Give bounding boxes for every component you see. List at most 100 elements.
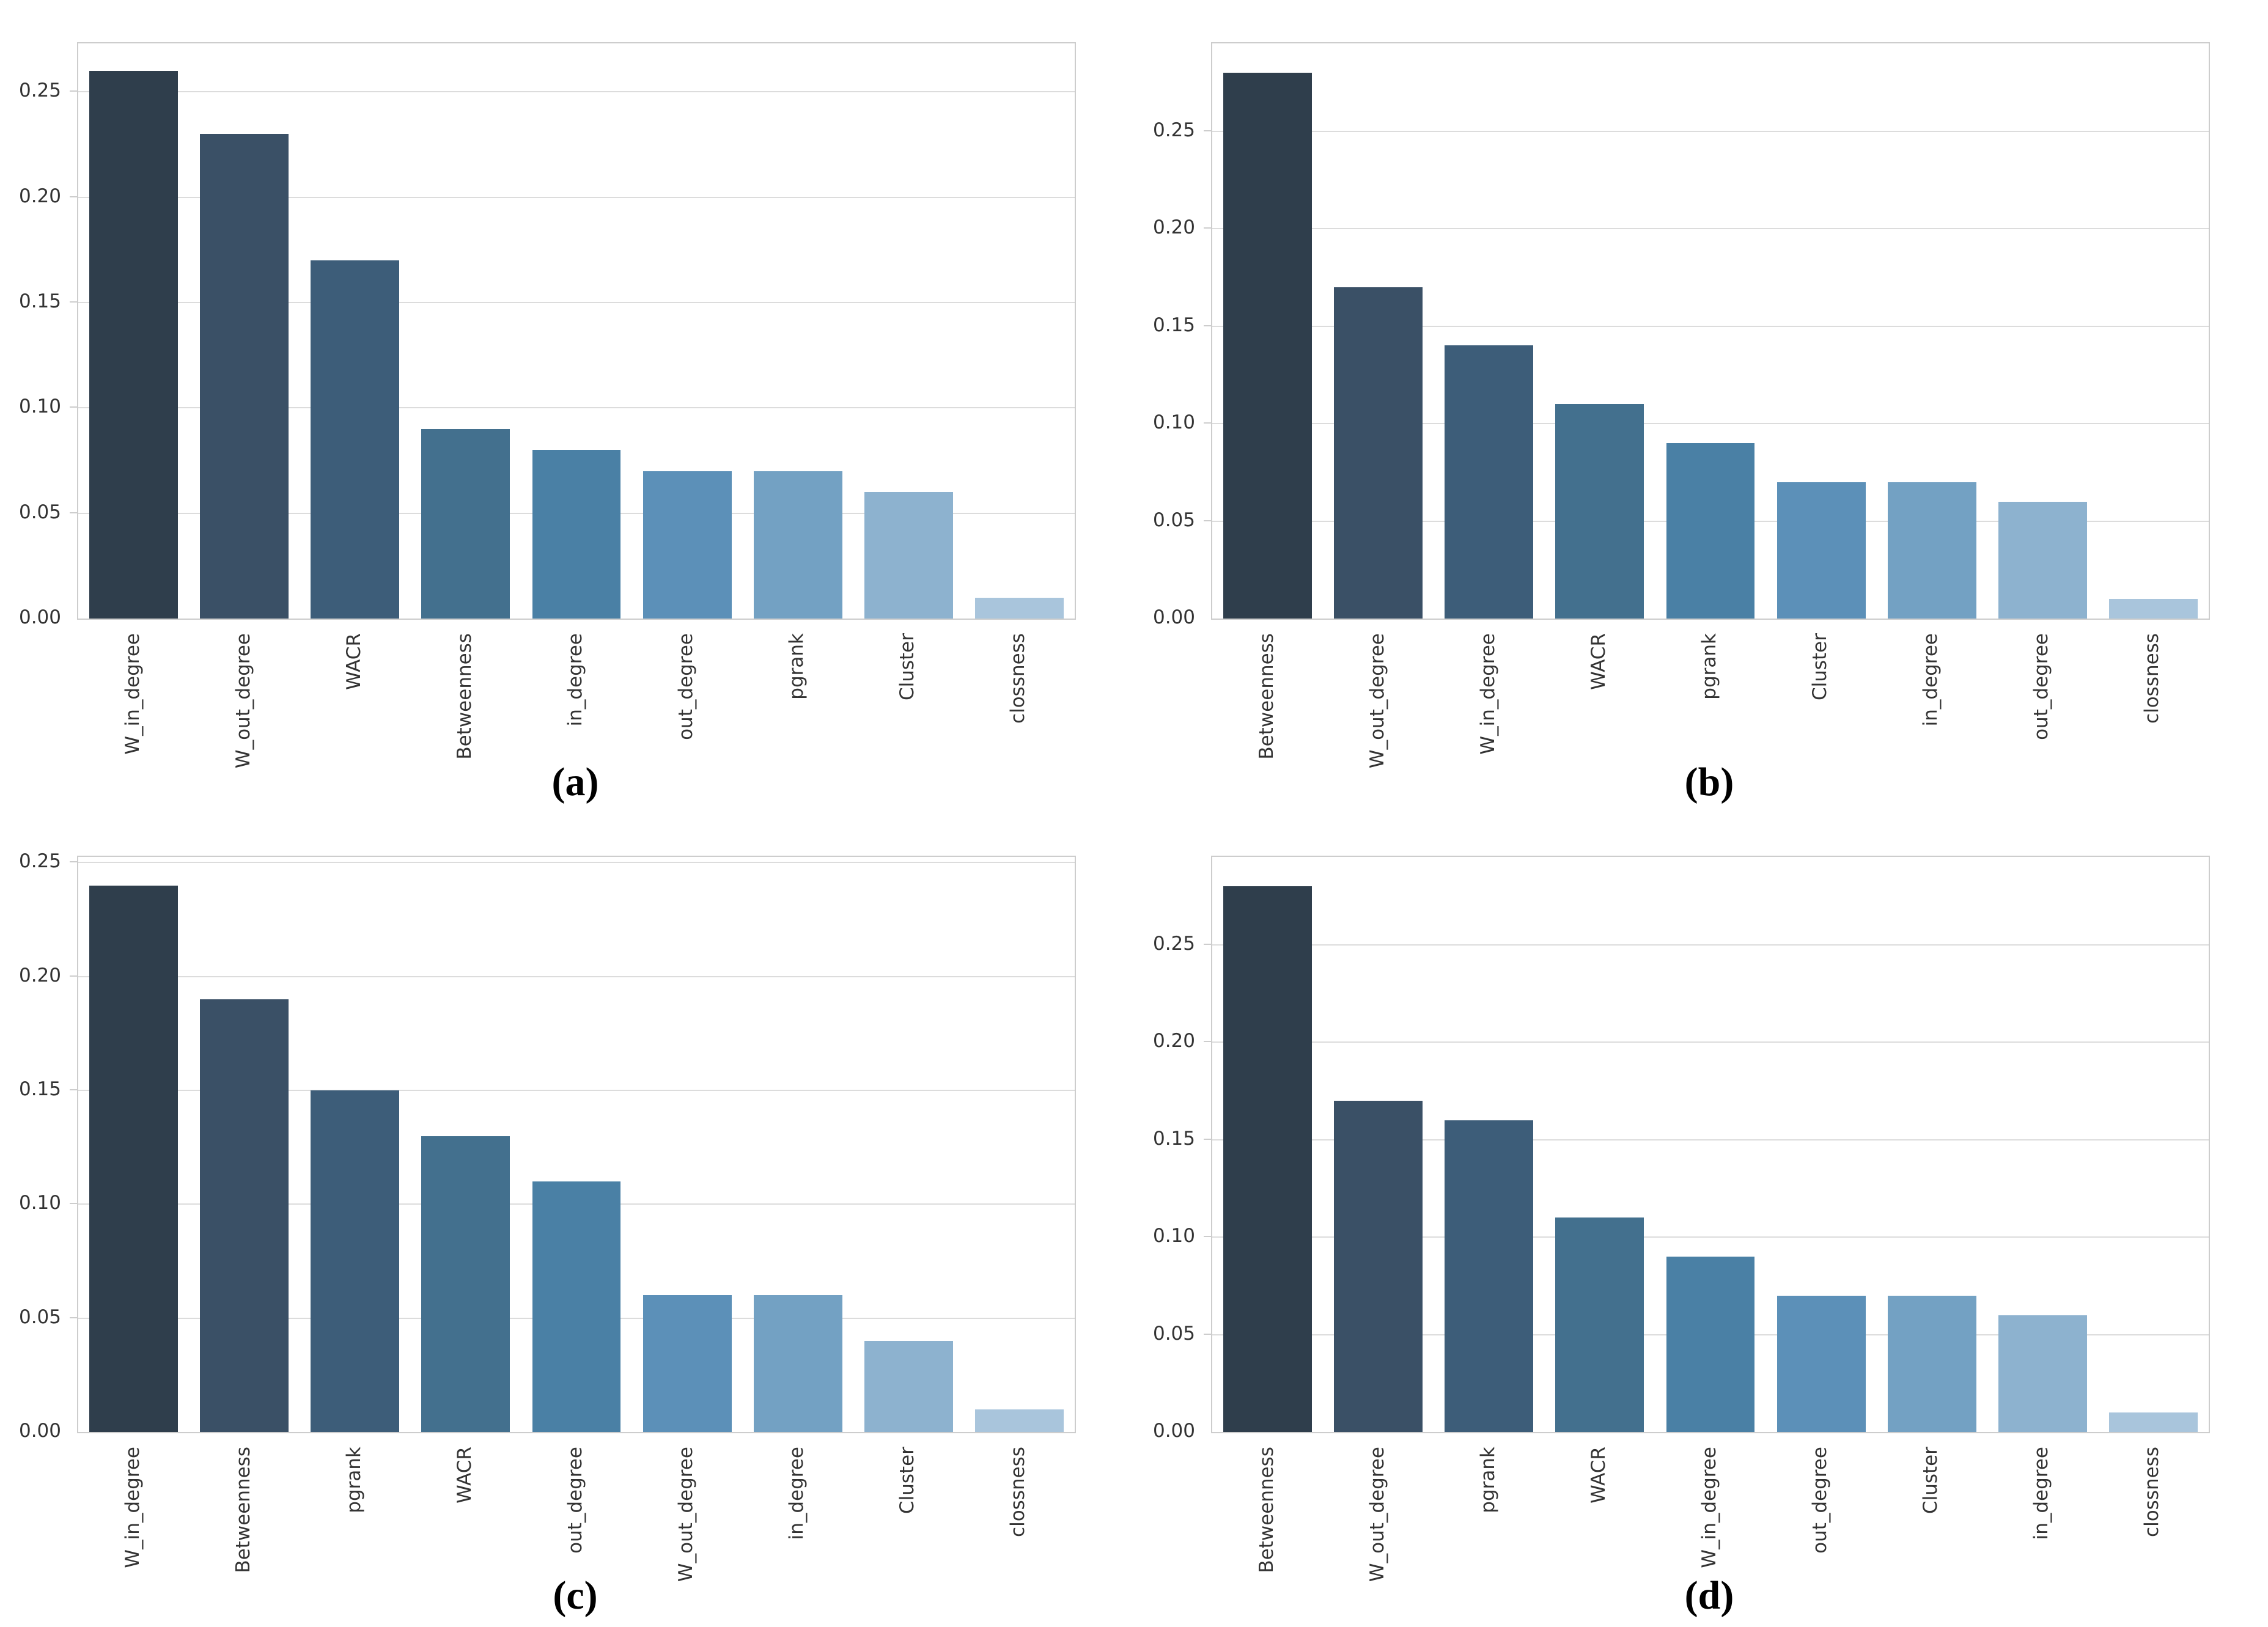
y-tick-mark <box>1204 943 1211 945</box>
y-tick-label: 0.05 <box>18 501 61 523</box>
bar-WACR <box>1555 404 1644 619</box>
y-gridline <box>1212 944 2209 946</box>
chart-d-plot-area <box>1211 856 2210 1433</box>
bar-WACR <box>421 1136 510 1432</box>
bar-Cluster <box>864 492 953 619</box>
y-gridline <box>1212 130 2209 132</box>
y-tick-label: 0.25 <box>18 850 61 873</box>
bar-W_in_degree <box>89 885 178 1432</box>
y-tick-mark <box>70 861 77 863</box>
y-tick-label: 0.25 <box>1152 119 1195 141</box>
y-tick-label: 0.25 <box>1152 932 1195 955</box>
y-tick-label: 0.10 <box>1152 411 1195 434</box>
bar-W_out_degree <box>1334 1100 1423 1432</box>
chart-b-plot-area <box>1211 42 2210 620</box>
chart-a-plot-area <box>77 42 1076 620</box>
y-tick-mark <box>1204 130 1211 131</box>
y-gridline <box>1212 423 2209 425</box>
x-tick-label: Betweenness <box>232 1447 254 1573</box>
bar-clossness <box>2109 1412 2198 1432</box>
y-gridline <box>78 407 1075 409</box>
x-tick-label: out_degree <box>1809 1447 1832 1554</box>
bar-in_degree <box>753 1295 842 1432</box>
y-gridline <box>1212 1139 2209 1140</box>
bar-Betweenness <box>1223 886 1312 1432</box>
x-tick-label: in_degree <box>2030 1447 2053 1540</box>
bar-Cluster <box>864 1340 953 1432</box>
bar-in_degree <box>1998 1315 2087 1432</box>
y-tick-mark <box>70 406 77 408</box>
x-tick-label: W_out_degree <box>1366 633 1388 769</box>
y-tick-label: 0.15 <box>18 290 61 312</box>
chart-panel-d: (d) 0.00 0.05 0.10 0.15 0.20 0.25 Betweenness W… <box>1134 814 2268 1627</box>
y-tick-mark <box>70 975 77 977</box>
x-tick-label: W_out_degree <box>675 1447 698 1582</box>
y-tick-label: 0.10 <box>18 1192 61 1214</box>
x-tick-label: pgrank <box>786 633 808 700</box>
y-tick-mark <box>1204 1333 1211 1335</box>
x-tick-label: pgrank <box>1698 633 1720 700</box>
x-tick-label: WACR <box>453 1447 476 1504</box>
y-tick-label: 0.05 <box>18 1306 61 1328</box>
y-tick-mark <box>1204 422 1211 424</box>
bar-out_degree <box>642 471 732 619</box>
y-tick-label: 0.15 <box>1152 1127 1195 1150</box>
x-tick-label: clossness <box>2141 633 2163 724</box>
x-tick-label: W_in_degree <box>1698 1447 1720 1568</box>
bar-Betweenness <box>421 428 510 619</box>
x-tick-label: Betweenness <box>1255 633 1278 760</box>
y-gridline <box>78 1089 1075 1091</box>
x-tick-label: Cluster <box>896 633 919 701</box>
y-tick-mark <box>70 1089 77 1090</box>
x-tick-label: Cluster <box>896 1447 919 1515</box>
y-gridline <box>1212 228 2209 230</box>
bar-W_out_degree <box>200 134 289 619</box>
x-tick-label: in_degree <box>1920 633 1942 727</box>
x-tick-label: W_out_degree <box>232 633 254 769</box>
y-tick-mark <box>70 90 77 92</box>
x-tick-label: WACR <box>1587 1447 1610 1504</box>
y-gridline <box>1212 325 2209 327</box>
y-tick-label: 0.05 <box>1152 1322 1195 1345</box>
y-gridline <box>78 301 1075 303</box>
y-tick-label: 0.20 <box>1152 1030 1195 1052</box>
y-tick-mark <box>1204 1041 1211 1043</box>
y-gridline <box>1212 1236 2209 1238</box>
y-tick-label: 0.20 <box>1152 216 1195 239</box>
x-tick-label: W_in_degree <box>121 633 144 755</box>
x-tick-label: Betweenness <box>453 633 476 760</box>
x-tick-label: W_in_degree <box>121 1447 144 1568</box>
x-tick-label: Cluster <box>1809 633 1832 701</box>
bar-clossness <box>2109 599 2198 619</box>
y-tick-label: 0.05 <box>1152 509 1195 531</box>
bar-W_out_degree <box>642 1295 732 1432</box>
y-tick-mark <box>1204 325 1211 326</box>
bar-Betweenness <box>1223 72 1312 619</box>
bar-Betweenness <box>200 999 289 1432</box>
y-gridline <box>78 975 1075 977</box>
bar-W_in_degree <box>1666 1256 1755 1432</box>
y-tick-label: 0.10 <box>1152 1225 1195 1247</box>
x-tick-label: WACR <box>1587 633 1610 690</box>
y-gridline <box>1212 1041 2209 1043</box>
y-tick-label: 0.15 <box>18 1078 61 1100</box>
chart-d-caption: (d) <box>1684 1573 1734 1618</box>
bar-W_in_degree <box>1445 345 1534 619</box>
y-tick-label: 0.25 <box>18 79 61 102</box>
y-gridline <box>78 196 1075 198</box>
y-tick-label: 0.00 <box>18 1420 61 1442</box>
y-gridline <box>78 862 1075 864</box>
y-tick-label: 0.20 <box>18 185 61 207</box>
y-tick-label: 0.00 <box>1152 1420 1195 1442</box>
bar-pgrank <box>1666 443 1755 619</box>
x-tick-label: W_out_degree <box>1366 1447 1388 1582</box>
x-tick-label: Cluster <box>1920 1447 1942 1515</box>
y-tick-label: 0.10 <box>18 395 61 418</box>
x-tick-label: in_degree <box>786 1447 808 1540</box>
x-tick-label: clossness <box>1007 633 1029 724</box>
bar-pgrank <box>753 471 842 619</box>
bar-clossness <box>975 597 1064 619</box>
x-tick-label: pgrank <box>342 1447 365 1513</box>
x-tick-label: Betweenness <box>1255 1447 1278 1573</box>
